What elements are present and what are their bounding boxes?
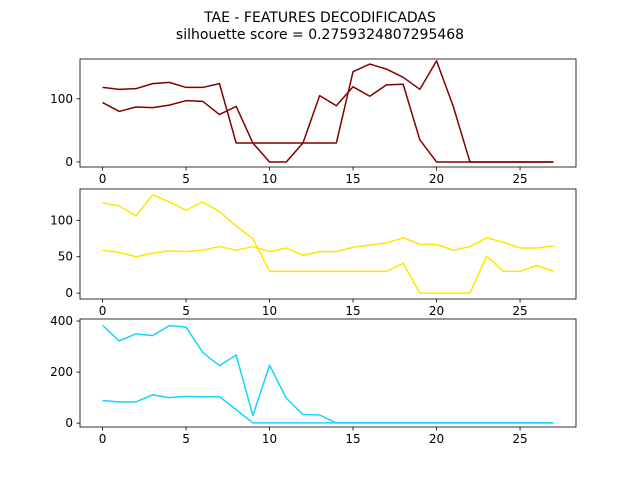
x-tick-label: 10: [262, 172, 277, 186]
y-tick-label: 0: [65, 416, 73, 430]
x-tick-label: 10: [262, 304, 277, 318]
series-line-1-1: [102, 60, 554, 163]
x-tick-label: 20: [429, 432, 444, 446]
x-tick-label: 0: [99, 172, 107, 186]
x-tick-label: 25: [512, 432, 527, 446]
figure-title: TAE - FEATURES DECODIFICADAS: [203, 10, 436, 26]
x-tick-label: 5: [182, 304, 190, 318]
series-line-3-2: [102, 394, 554, 424]
subplot-2: 0 5 10 15 20 25 0 50 100: [50, 188, 577, 318]
x-tick-label: 15: [345, 432, 360, 446]
y-tick-label: 100: [50, 213, 73, 227]
x-tick-label: 20: [429, 172, 444, 186]
series-line-3-1: [102, 324, 554, 424]
x-tick-label: 5: [182, 432, 190, 446]
y-tick-label: 100: [50, 92, 73, 106]
x-tick-label: 5: [182, 172, 190, 186]
series-line-2-1: [102, 194, 554, 294]
x-tick-label: 0: [99, 432, 107, 446]
y-tick-label: 200: [50, 365, 73, 379]
x-tick-label: 20: [429, 304, 444, 318]
x-tick-label: 25: [512, 172, 527, 186]
x-tick-label: 25: [512, 304, 527, 318]
subplot-1: 0 5 10 15 20 25 0 100: [50, 58, 577, 186]
axes-frame: [79, 58, 577, 168]
figure-subtitle: silhouette score = 0.2759324807295468: [176, 27, 464, 43]
series-line-2-2: [102, 237, 554, 258]
axes-frame: [79, 318, 577, 428]
subplot-3: 0 5 10 15 20 25 0 200 400: [50, 314, 577, 446]
x-tick-label: 0: [99, 304, 107, 318]
axes-frame: [79, 188, 577, 300]
x-tick-label: 10: [262, 432, 277, 446]
x-tick-label: 15: [345, 304, 360, 318]
series-line-1-2: [102, 83, 554, 163]
y-tick-label: 400: [50, 314, 73, 328]
y-tick-label: 0: [65, 155, 73, 169]
y-tick-label: 0: [65, 286, 73, 300]
y-tick-label: 50: [58, 250, 73, 264]
x-tick-label: 15: [345, 172, 360, 186]
